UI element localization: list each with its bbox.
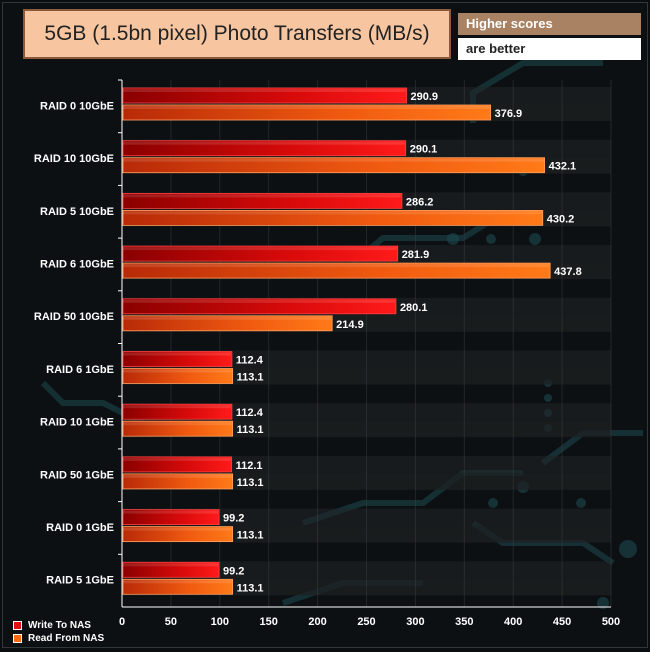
bar-read bbox=[122, 315, 333, 332]
category-label: RAID 10 1GbE bbox=[40, 417, 114, 429]
value-label-read: 113.1 bbox=[237, 582, 264, 594]
value-label-write: 290.9 bbox=[411, 91, 439, 103]
note-higher-scores: Higher scores bbox=[458, 13, 641, 35]
bar-highlight bbox=[123, 316, 332, 320]
category-label: RAID 5 1GbE bbox=[46, 575, 114, 587]
value-label-read: 113.1 bbox=[237, 372, 264, 384]
x-tick-label: 0 bbox=[119, 616, 125, 628]
bar-highlight bbox=[123, 264, 550, 268]
bar-read bbox=[122, 368, 234, 384]
bar-highlight bbox=[123, 89, 406, 92]
bar-highlight bbox=[123, 563, 219, 567]
x-tick-label: 500 bbox=[602, 616, 620, 628]
bar-write bbox=[122, 403, 233, 420]
legend-label-write: Write To NAS bbox=[28, 620, 91, 631]
bar-write bbox=[122, 140, 407, 157]
category-label: RAID 10 10GbE bbox=[34, 153, 114, 165]
value-label-write: 112.1 bbox=[236, 460, 263, 472]
value-label-read: 113.1 bbox=[237, 424, 264, 436]
value-label-read: 437.8 bbox=[554, 266, 582, 278]
value-label-write: 280.1 bbox=[400, 302, 428, 314]
value-label-write: 290.1 bbox=[410, 144, 438, 156]
value-label-read: 214.9 bbox=[336, 319, 364, 331]
bar-write bbox=[122, 87, 407, 104]
bar-highlight bbox=[123, 422, 232, 426]
category-label: RAID 6 10GbE bbox=[40, 258, 114, 270]
category-label: RAID 0 1GbE bbox=[46, 522, 114, 534]
value-label-read: 432.1 bbox=[549, 161, 577, 173]
bar-highlight bbox=[123, 474, 232, 478]
bar-highlight bbox=[123, 527, 232, 531]
bar-write bbox=[122, 192, 403, 209]
category-label: RAID 5 10GbE bbox=[40, 206, 114, 218]
x-tick-label: 150 bbox=[260, 616, 278, 628]
bar-highlight bbox=[123, 510, 219, 514]
x-tick-label: 350 bbox=[455, 616, 473, 628]
x-tick-label: 300 bbox=[406, 616, 424, 628]
bar-highlight bbox=[123, 158, 544, 162]
bar-chart: 290.9 376.9 290.1 432.1 286.2 430.2 281.9 437.8… bbox=[34, 79, 620, 628]
bar-highlight bbox=[123, 247, 397, 251]
category-label: RAID 50 10GbE bbox=[34, 311, 114, 323]
note-are-better: are better bbox=[458, 38, 641, 60]
bar-read bbox=[122, 262, 551, 279]
bar-write bbox=[122, 561, 220, 578]
legend-swatch-read bbox=[13, 634, 22, 643]
legend-item-write: Write To NAS bbox=[13, 620, 91, 631]
bar-read bbox=[122, 578, 234, 595]
bar-highlight bbox=[123, 352, 231, 356]
bar-read bbox=[122, 209, 544, 226]
bar-read bbox=[122, 104, 492, 121]
legend-item-read: Read From NAS bbox=[13, 633, 104, 644]
value-label-write: 112.4 bbox=[236, 355, 264, 367]
value-label-read: 430.2 bbox=[547, 213, 575, 225]
bar-highlight bbox=[123, 405, 231, 409]
bar-write bbox=[122, 298, 397, 315]
value-label-write: 281.9 bbox=[402, 249, 430, 261]
bar-read bbox=[122, 473, 234, 490]
chart-title: 5GB (1.5bn pixel) Photo Transfers (MB/s) bbox=[23, 9, 451, 59]
value-label-write: 99.2 bbox=[223, 513, 244, 525]
value-label-write: 112.4 bbox=[236, 407, 264, 419]
bar-highlight bbox=[123, 299, 395, 303]
value-label-read: 376.9 bbox=[495, 108, 523, 120]
bar-highlight bbox=[123, 457, 231, 461]
value-label-read: 113.1 bbox=[237, 477, 264, 489]
bar-write bbox=[122, 456, 233, 473]
x-tick-label: 400 bbox=[504, 616, 522, 628]
bar-highlight bbox=[123, 580, 232, 584]
category-label: RAID 6 1GbE bbox=[46, 364, 114, 376]
bar-write bbox=[122, 245, 399, 262]
value-label-write: 286.2 bbox=[406, 196, 434, 208]
bar-highlight bbox=[123, 141, 405, 145]
x-tick-label: 200 bbox=[308, 616, 326, 628]
category-label: RAID 0 10GbE bbox=[40, 100, 114, 112]
x-tick-label: 100 bbox=[211, 616, 229, 628]
legend-label-read: Read From NAS bbox=[28, 633, 105, 644]
bar-highlight bbox=[123, 211, 542, 215]
legend-swatch-write bbox=[13, 621, 22, 630]
bar-read bbox=[122, 420, 234, 437]
category-label: RAID 50 1GbE bbox=[40, 469, 114, 481]
bar-write bbox=[122, 509, 220, 526]
bar-read bbox=[122, 157, 545, 174]
x-tick-label: 250 bbox=[357, 616, 375, 628]
bar-write bbox=[122, 351, 233, 367]
value-label-read: 113.1 bbox=[237, 530, 264, 542]
value-label-write: 99.2 bbox=[223, 565, 244, 577]
x-tick-label: 50 bbox=[165, 616, 177, 628]
x-tick-label: 450 bbox=[553, 616, 571, 628]
bar-highlight bbox=[123, 194, 401, 198]
bar-read bbox=[122, 526, 234, 542]
bar-highlight bbox=[123, 369, 232, 373]
bar-highlight bbox=[123, 106, 490, 109]
